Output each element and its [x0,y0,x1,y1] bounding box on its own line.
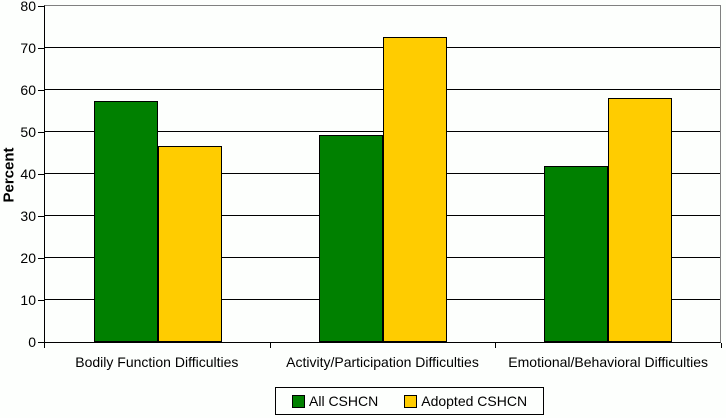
x-tick-mark [495,343,497,348]
legend-item: Adopted CSHCN [404,393,527,409]
plot-area [44,5,721,343]
y-tick-label: 70 [20,40,36,56]
y-tick-label: 40 [20,166,36,182]
y-tick-label: 80 [20,0,36,14]
bar-adopted-cshcn [607,97,672,342]
y-tick-label: 10 [20,292,36,308]
legend-label: All CSHCN [309,393,379,409]
category-label: Bodily Function Difficulties [75,354,239,370]
bar-all-cshcn [318,134,383,342]
category-group [495,6,720,342]
x-tick-mark [44,343,45,348]
bar-all-cshcn [543,165,608,342]
y-tick-mark [38,258,44,259]
category-group [45,6,270,342]
y-tick-mark [38,90,44,91]
y-tick-mark [38,174,44,175]
x-tick-mark [269,343,271,348]
y-tick-mark [38,342,44,343]
y-tick-label: 0 [28,334,36,350]
y-tick-mark [38,216,44,217]
legend-swatch-icon [404,394,418,408]
y-tick-label: 60 [20,82,36,98]
y-tick-label: 50 [20,124,36,140]
y-tick-label: 20 [20,250,36,266]
y-tick-mark [38,300,44,301]
x-tick-mark [721,343,722,348]
y-tick-mark [38,132,44,133]
category-label: Emotional/Behavioral Difficulties [508,354,709,370]
legend-label: Adopted CSHCN [421,393,528,409]
y-tick-mark [38,6,44,7]
bar-adopted-cshcn [382,37,447,342]
legend-item: All CSHCN [292,393,378,409]
bar-adopted-cshcn [157,146,222,342]
y-tick-mark [38,48,44,49]
bar-all-cshcn [93,101,158,342]
category-label: Activity/Participation Difficulties [286,354,479,370]
legend: All CSHCN Adopted CSHCN [275,387,545,415]
category-group [270,6,495,342]
legend-swatch-icon [292,394,305,408]
y-tick-label: 30 [20,208,36,224]
